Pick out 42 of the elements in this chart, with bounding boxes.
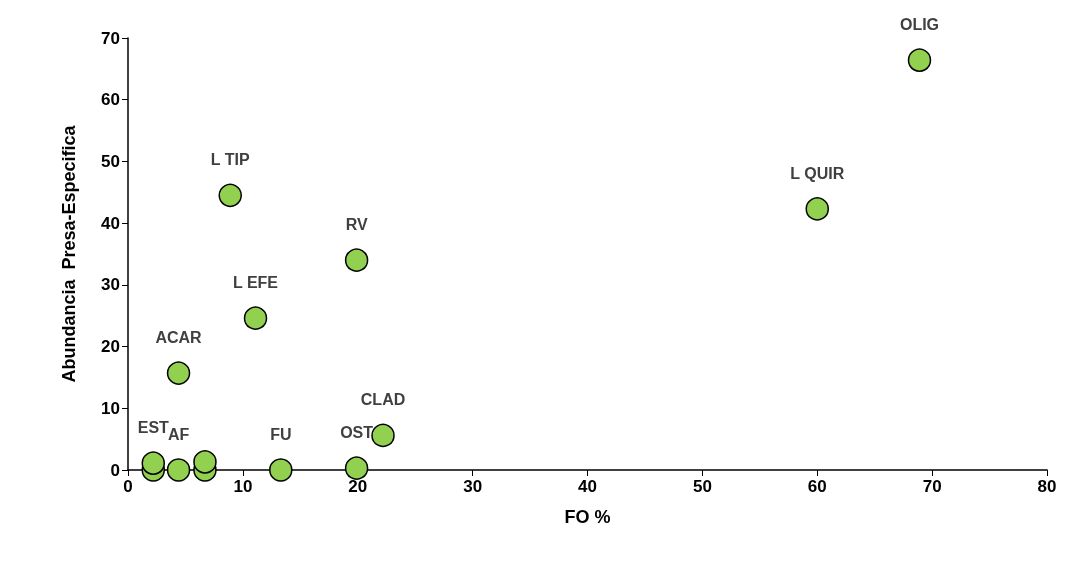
data-label: OLIG	[899, 15, 940, 33]
x-tick-label: 30	[463, 477, 483, 496]
x-tick-label: 60	[807, 477, 827, 496]
point	[344, 456, 369, 480]
point	[166, 361, 191, 385]
data-label: L QUIR	[790, 164, 845, 182]
y-axis-title: Abundancia Presa-Especifica	[59, 124, 79, 383]
y-tick-label: 10	[101, 398, 120, 418]
data-label: EST	[137, 418, 170, 436]
point	[243, 306, 268, 330]
point	[269, 458, 293, 482]
point	[344, 248, 369, 272]
x-axis-title: FO %	[564, 507, 611, 527]
point	[141, 451, 166, 475]
x-tick-label: 50	[692, 477, 712, 496]
point	[166, 458, 191, 482]
y-tick-label: 0	[110, 460, 120, 480]
y-tick-label: 60	[101, 90, 120, 110]
x-tick-label: 80	[1037, 477, 1057, 496]
data-label: CLAD	[360, 391, 406, 409]
point	[193, 450, 217, 474]
data-label: L TIP	[210, 151, 250, 169]
y-tick-label: 50	[101, 151, 120, 171]
x-tick-label: 10	[233, 477, 253, 496]
data-label: FU	[270, 425, 292, 443]
data-label: RV	[345, 215, 368, 233]
y-tick-label: 20	[101, 337, 120, 357]
x-tick-label: 70	[922, 477, 942, 496]
x-tick-label: 0	[123, 477, 133, 496]
point	[218, 183, 242, 208]
point	[805, 197, 829, 221]
y-tick-label: 70	[101, 28, 120, 48]
data-label: AF	[167, 425, 190, 443]
point	[371, 423, 395, 448]
point	[907, 48, 932, 72]
data-label: ACAR	[155, 328, 203, 346]
y-tick-label: 30	[101, 275, 120, 295]
y-tick-label: 40	[101, 213, 120, 233]
data-label: OST	[340, 423, 374, 441]
x-tick-label: 40	[578, 477, 597, 496]
x-tick-label: 20	[348, 477, 368, 496]
data-label: L EFE	[232, 273, 279, 291]
